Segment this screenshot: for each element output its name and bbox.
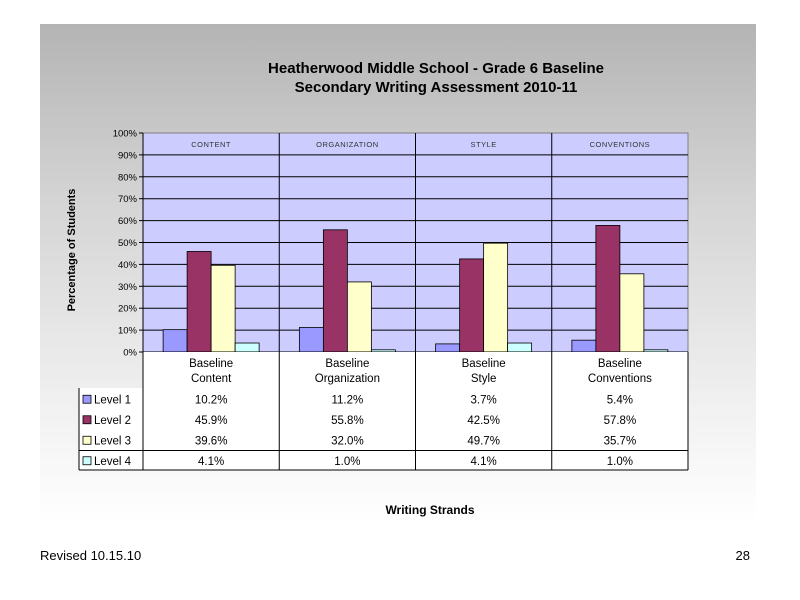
legend-swatch bbox=[82, 435, 92, 445]
bar bbox=[483, 242, 509, 353]
x-axis-title: Writing Strands bbox=[385, 503, 475, 517]
data-label: 11.2% bbox=[331, 394, 363, 406]
category-label: Style bbox=[471, 373, 497, 385]
bar bbox=[346, 281, 372, 353]
chart-title-line-1: Heatherwood Middle School - Grade 6 Base… bbox=[268, 60, 604, 77]
category-label: Baseline bbox=[189, 358, 233, 370]
footer-revised-date: Revised 10.15.10 bbox=[40, 548, 142, 563]
data-label: 1.0% bbox=[607, 456, 633, 468]
category-label: Baseline bbox=[598, 358, 642, 370]
category-label: Baseline bbox=[462, 358, 506, 370]
bar bbox=[234, 342, 260, 353]
bar bbox=[162, 329, 188, 353]
data-label: 49.7% bbox=[467, 435, 500, 447]
category-label: Content bbox=[191, 373, 232, 385]
footer-page-number: 28 bbox=[735, 548, 750, 563]
data-label: 32.0% bbox=[331, 435, 364, 447]
data-label: 3.7% bbox=[471, 394, 497, 406]
chart-title-line-2: Secondary Writing Assessment 2010-11 bbox=[294, 79, 578, 96]
bar bbox=[322, 229, 348, 353]
bar bbox=[298, 327, 324, 353]
bar bbox=[595, 225, 621, 353]
y-tick-label: 70% bbox=[118, 194, 138, 205]
data-label: 57.8% bbox=[604, 415, 637, 427]
data-label: 42.5% bbox=[467, 415, 500, 427]
bar bbox=[619, 273, 645, 353]
section-label: ORGANIZATION bbox=[316, 140, 379, 149]
data-label: 4.1% bbox=[471, 456, 497, 468]
bar bbox=[459, 258, 485, 353]
bar bbox=[571, 339, 597, 353]
y-tick-label: 40% bbox=[118, 260, 138, 271]
data-label: 1.0% bbox=[334, 456, 360, 468]
category-label: Baseline bbox=[325, 358, 369, 370]
bar bbox=[435, 343, 461, 353]
legend-label: Level 3 bbox=[94, 435, 131, 447]
legend-swatch bbox=[82, 394, 92, 404]
bar bbox=[186, 251, 212, 353]
data-label: 35.7% bbox=[604, 435, 637, 447]
bar bbox=[210, 264, 236, 353]
category-label: Conventions bbox=[588, 373, 652, 385]
y-tick-label: 20% bbox=[118, 304, 138, 315]
y-tick-label: 10% bbox=[118, 326, 138, 337]
data-label: 39.6% bbox=[195, 435, 228, 447]
y-tick-label: 90% bbox=[118, 150, 138, 161]
y-tick-label: 80% bbox=[118, 172, 138, 183]
section-label: STYLE bbox=[470, 140, 496, 149]
section-label: CONTENT bbox=[191, 140, 231, 149]
data-label: 55.8% bbox=[331, 415, 364, 427]
y-tick-label: 30% bbox=[118, 282, 138, 293]
bar bbox=[507, 342, 533, 353]
data-label: 10.2% bbox=[195, 394, 228, 406]
legend-label: Level 4 bbox=[94, 456, 132, 468]
section-label: CONVENTIONS bbox=[590, 140, 651, 149]
data-label: 4.1% bbox=[198, 456, 224, 468]
legend-label: Level 2 bbox=[94, 415, 131, 427]
y-tick-label: 50% bbox=[118, 238, 138, 249]
category-label: Organization bbox=[315, 373, 380, 385]
y-tick-label: 0% bbox=[123, 348, 137, 359]
y-tick-label: 60% bbox=[118, 216, 138, 227]
data-label: 45.9% bbox=[195, 415, 228, 427]
legend-swatch bbox=[82, 415, 92, 425]
data-label: 5.4% bbox=[607, 394, 633, 406]
legend-swatch bbox=[82, 456, 92, 466]
legend-label: Level 1 bbox=[94, 394, 131, 406]
y-tick-label: 100% bbox=[113, 129, 138, 140]
